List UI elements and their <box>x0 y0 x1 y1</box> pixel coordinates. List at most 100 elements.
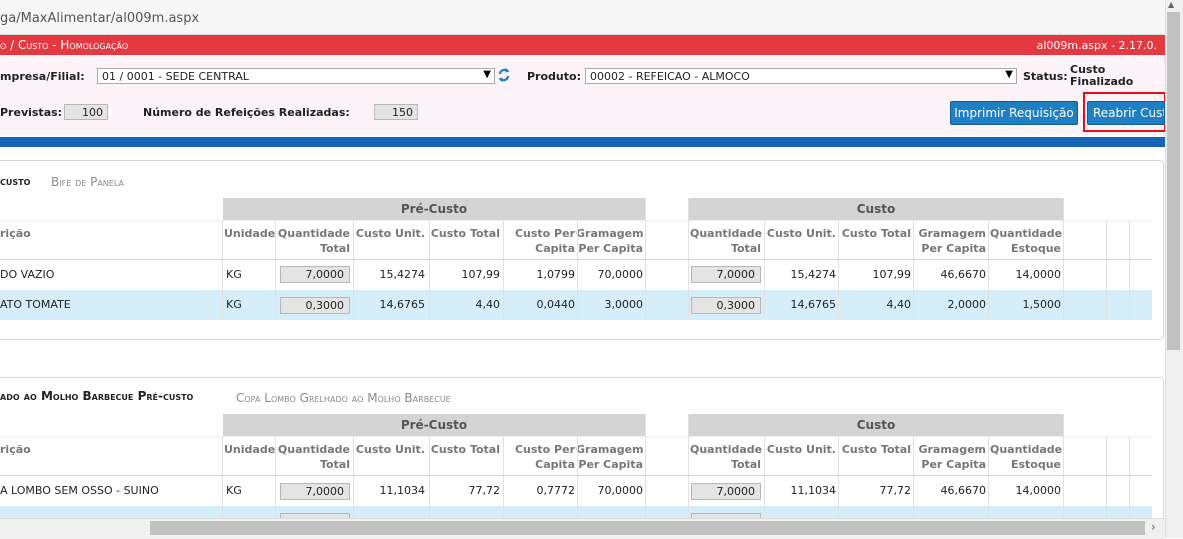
grid-line <box>1129 221 1130 320</box>
realizadas-field[interactable]: 150 <box>374 104 418 120</box>
section-title: custo <box>0 174 31 188</box>
row-description: DO VAZIO <box>0 268 55 281</box>
previstas-field[interactable]: 100 <box>64 104 108 120</box>
cell-gramagem: 70,0000 <box>597 484 644 497</box>
horizontal-scroll-thumb[interactable] <box>150 521 1145 535</box>
col-custo-per-capita: Custo Per Capita <box>514 227 575 255</box>
cell-custo-total: 4,40 <box>475 298 501 311</box>
url-text[interactable]: ga/MaxAlimentar/al009m.aspx <box>0 11 200 26</box>
grid-line <box>913 221 914 320</box>
cell-custo-per-capita: 0,7772 <box>536 484 576 497</box>
grid-line <box>1106 221 1107 320</box>
cell-custo-per-capita: 1,0799 <box>536 268 576 281</box>
quantity-input[interactable] <box>280 513 350 518</box>
col-custo-unit-custo: Custo Unit. <box>766 227 836 240</box>
col-custo-total-custo: Custo Total <box>841 227 911 240</box>
table-row[interactable] <box>0 260 1152 290</box>
row-unit: KG <box>226 268 242 281</box>
cell-gramagem: 70,0000 <box>597 268 644 281</box>
cell-custo-per-capita: 0,0440 <box>536 298 576 311</box>
table-row[interactable] <box>0 290 1152 320</box>
group-header-pre-custo: Pré-Custo <box>223 414 645 436</box>
col-unidade: Unidade <box>224 443 276 456</box>
col-unidade: Unidade <box>224 227 276 240</box>
col-qtd-total: Quantidade Total <box>277 227 350 255</box>
grid-line <box>503 437 504 518</box>
quantity-input[interactable]: 7,0000 <box>691 266 761 283</box>
col-custo-total: Custo Total <box>430 443 500 456</box>
header-divider <box>0 436 1152 437</box>
grid-line <box>838 221 839 320</box>
grid-line <box>275 437 276 518</box>
address-bar[interactable] <box>0 0 1165 35</box>
grid-line <box>275 221 276 320</box>
grid-line <box>577 221 578 320</box>
refresh-icon[interactable] <box>497 66 511 84</box>
page-title: o / Custo - Homologação <box>0 38 129 52</box>
cell-custo-total: 107,99 <box>461 268 501 281</box>
group-header-custo: Custo <box>689 414 1063 436</box>
version-label: al009m.aspx - 2.17.0. <box>1036 39 1157 52</box>
empresa-select[interactable]: 01 / 0001 - SEDE CENTRAL ▼ <box>97 68 495 84</box>
table-row[interactable] <box>0 506 1152 518</box>
col-gramagem-per-capita: Gramagem Per Capita <box>576 227 644 255</box>
row-description: A LOMBO SEM OSSO - SUINO <box>0 484 159 497</box>
chevron-down-icon: ▼ <box>1005 69 1013 80</box>
col-custo-total: Custo Total <box>430 227 500 240</box>
grid-line <box>222 221 223 320</box>
section-subtitle: Copa Lombo Grelhado ao Molho Barbecue <box>236 391 451 405</box>
cell-custo-unit: 14,6765 <box>790 298 837 311</box>
grid-line <box>988 221 989 320</box>
col-custo-per-capita: Custo Per Capita <box>514 443 575 471</box>
produto-select[interactable]: 00002 - REFEICAO - ALMOCO ▼ <box>585 68 1017 84</box>
grid-line <box>688 414 689 518</box>
cell-custo-unit: 15,4274 <box>790 268 837 281</box>
header-divider <box>0 220 1152 221</box>
cell-qtd-estoque: 14,0000 <box>1015 484 1062 497</box>
col-descricao: rição <box>0 227 31 240</box>
col-custo-unit-custo: Custo Unit. <box>766 443 836 456</box>
grid-line <box>503 221 504 320</box>
scroll-up-icon[interactable]: ▲ <box>1168 0 1175 9</box>
cell-gramagem: 46,6670 <box>940 484 987 497</box>
quantity-input[interactable]: 7,0000 <box>280 266 350 283</box>
status-value: Custo Finalizado <box>1070 63 1134 88</box>
grid-line <box>838 437 839 518</box>
reopen-cost-button[interactable]: Reabrir Custo <box>1087 101 1165 125</box>
cell-qtd-estoque: 14,0000 <box>1015 268 1062 281</box>
grid-line <box>1063 198 1064 320</box>
grid-line <box>353 221 354 320</box>
quantity-input[interactable]: 7,0000 <box>280 483 350 500</box>
vertical-scroll-thumb[interactable] <box>1167 12 1180 350</box>
col-gramagem-per-capita: Gramagem Per Capita <box>576 443 644 471</box>
empresa-label: mpresa/Filial: <box>0 70 85 83</box>
group-header-custo: Custo <box>689 198 1063 220</box>
grid-line <box>429 437 430 518</box>
quantity-input[interactable]: 7,0000 <box>691 483 761 500</box>
grid-line <box>688 198 689 320</box>
row-unit: KG <box>226 298 242 311</box>
grid-line <box>645 198 646 320</box>
produto-select-value: 00002 - REFEICAO - ALMOCO <box>590 70 750 83</box>
produto-label: Produto: <box>527 70 581 83</box>
grid-line <box>1063 414 1064 518</box>
cell-custo-unit: 11,1034 <box>379 484 426 497</box>
empresa-select-value: 01 / 0001 - SEDE CENTRAL <box>102 70 249 83</box>
cell-custo-total: 107,99 <box>872 268 912 281</box>
cell-custo-unit: 14,6765 <box>379 298 426 311</box>
quantity-input[interactable] <box>691 513 761 518</box>
table-row[interactable] <box>0 476 1152 506</box>
grid-line <box>1106 437 1107 518</box>
cell-custo-total: 4,40 <box>886 298 912 311</box>
col-qtd-total-custo: Quantidade Total <box>690 227 763 255</box>
chevron-right-icon[interactable]: › <box>1151 520 1156 534</box>
section-divider <box>0 137 1165 147</box>
quantity-input[interactable]: 0,3000 <box>280 297 350 314</box>
grid-line <box>1129 437 1130 518</box>
print-requisition-button[interactable]: Imprimir Requisição <box>950 101 1078 125</box>
quantity-input[interactable]: 0,3000 <box>691 297 761 314</box>
cell-custo-total: 77,72 <box>468 484 501 497</box>
grid-line <box>429 221 430 320</box>
cell-gramagem: 2,0000 <box>947 298 987 311</box>
cell-qtd-estoque: 1,5000 <box>1022 298 1062 311</box>
